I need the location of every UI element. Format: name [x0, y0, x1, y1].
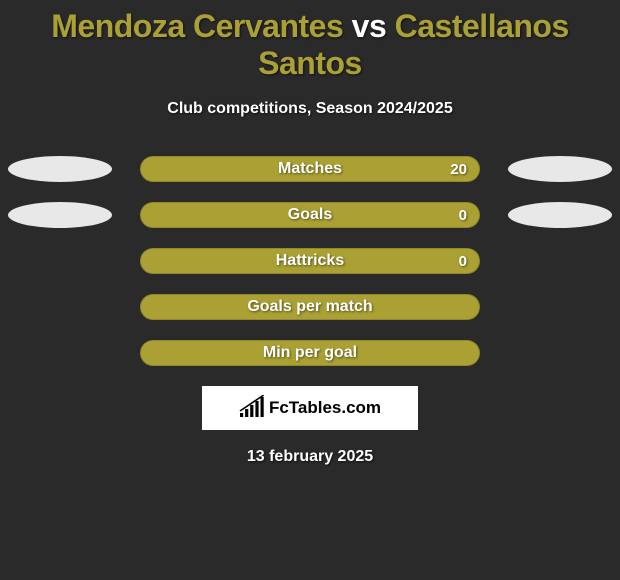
stat-bar: Goals per match	[140, 294, 480, 320]
stat-bar: Hattricks 0	[140, 248, 480, 274]
page-title: Mendoza Cervantes vs Castellanos Santos	[0, 0, 620, 82]
attribution-text: FcTables.com	[269, 398, 381, 418]
stat-label: Goals	[288, 206, 332, 224]
stat-label: Hattricks	[276, 252, 344, 270]
stat-bar: Min per goal	[140, 340, 480, 366]
stat-label: Min per goal	[263, 344, 357, 362]
right-ellipse	[508, 202, 612, 228]
stat-row: Goals per match	[0, 294, 620, 320]
date-text: 13 february 2025	[0, 448, 620, 466]
stat-row: Goals 0	[0, 202, 620, 228]
subtitle: Club competitions, Season 2024/2025	[0, 100, 620, 118]
stat-value: 0	[459, 207, 467, 224]
stat-row: Hattricks 0	[0, 248, 620, 274]
right-ellipse	[508, 156, 612, 182]
stat-row: Min per goal	[0, 340, 620, 366]
stat-bar: Matches 20	[140, 156, 480, 182]
chart-bars-icon	[239, 395, 265, 422]
stat-value: 20	[450, 161, 467, 178]
vs-text: vs	[352, 8, 387, 44]
player1-name: Mendoza Cervantes	[51, 8, 343, 44]
stat-value: 0	[459, 253, 467, 270]
left-ellipse	[8, 156, 112, 182]
stats-container: Matches 20 Goals 0 Hattricks 0 Goals per match…	[0, 156, 620, 366]
stat-bar: Goals 0	[140, 202, 480, 228]
stat-row: Matches 20	[0, 156, 620, 182]
stat-label: Matches	[278, 160, 342, 178]
stat-label: Goals per match	[247, 298, 372, 316]
attribution-badge: FcTables.com	[202, 386, 418, 430]
left-ellipse	[8, 202, 112, 228]
